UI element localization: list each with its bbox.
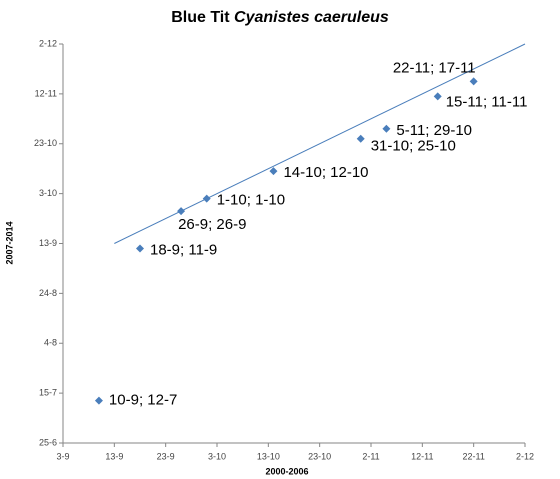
x-tick-label: 12-11 xyxy=(411,451,433,461)
chart-title: Blue Tit Cyanistes caeruleus xyxy=(171,9,389,26)
x-tick-label: 3-10 xyxy=(208,451,226,461)
point xyxy=(177,207,186,216)
point-label: 14-10; 12-10 xyxy=(283,164,368,181)
x-axis-label: 2000-2006 xyxy=(265,466,308,476)
point-label: 15-11; 11-11 xyxy=(446,93,528,110)
point-label: 1-10; 1-10 xyxy=(217,192,285,209)
y-tick-label: 24-8 xyxy=(39,288,57,298)
point-label: 18-9; 11-9 xyxy=(150,241,217,258)
point xyxy=(269,167,278,176)
title-plain: Blue Tit xyxy=(171,9,230,26)
point xyxy=(469,77,478,86)
x-tick-label: 3-9 xyxy=(56,451,69,461)
y-axis-label: 2007-2014 xyxy=(4,221,14,264)
x-tick-label: 13-10 xyxy=(257,451,280,461)
y-tick-label: 4-8 xyxy=(44,338,57,348)
point-label: 31-10; 25-10 xyxy=(371,138,456,155)
point xyxy=(382,124,391,133)
x-tick-label: 23-10 xyxy=(308,451,331,461)
title-italic: Cyanistes caeruleus xyxy=(234,9,389,26)
x-tick-label: 22-11 xyxy=(462,451,484,461)
point-label: 10-9; 12-7 xyxy=(109,392,177,409)
x-tick-label: 2-11 xyxy=(362,451,379,461)
point xyxy=(94,396,103,405)
y-tick-label: 15-7 xyxy=(39,388,57,398)
y-tick-label: 13-9 xyxy=(39,238,57,248)
y-tick-label: 25-6 xyxy=(39,437,57,447)
point-label: 5-11; 29-10 xyxy=(396,122,472,139)
y-tick-label: 12-11 xyxy=(35,88,57,98)
point xyxy=(356,134,365,143)
x-tick-label: 13-9 xyxy=(105,451,123,461)
x-tick-label: 23-9 xyxy=(157,451,175,461)
point-label: 22-11; 17-11 xyxy=(393,59,476,76)
y-tick-label: 23-10 xyxy=(34,138,57,148)
x-tick-label: 2-12 xyxy=(516,451,534,461)
point xyxy=(433,92,442,101)
point xyxy=(202,194,211,203)
y-tick-label: 3-10 xyxy=(39,188,57,198)
y-tick-label: 2-12 xyxy=(39,38,57,48)
point-label: 26-9; 26-9 xyxy=(178,216,246,233)
point xyxy=(136,244,144,253)
